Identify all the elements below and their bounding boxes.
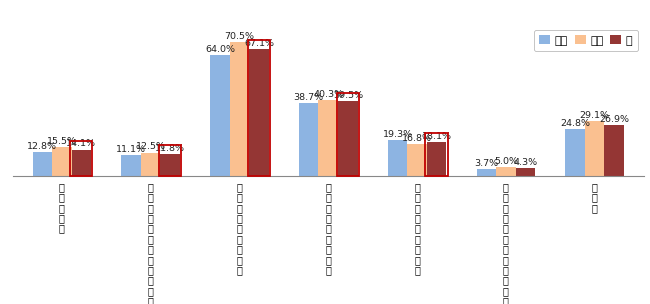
Text: 11.8%: 11.8%	[155, 144, 185, 153]
Text: 26.9%: 26.9%	[599, 115, 629, 124]
Text: 15.5%: 15.5%	[47, 137, 77, 146]
Bar	[141, 153, 161, 176]
Bar	[299, 103, 318, 176]
Bar	[427, 142, 447, 176]
Text: 14.1%: 14.1%	[66, 140, 96, 148]
Text: 12.8%: 12.8%	[27, 142, 57, 151]
Text: 4.3%: 4.3%	[514, 158, 538, 167]
Bar	[476, 169, 496, 176]
Bar	[566, 129, 585, 176]
Bar	[122, 155, 141, 176]
Text: 70.5%: 70.5%	[224, 32, 254, 41]
Bar	[52, 147, 72, 176]
Bar	[229, 42, 249, 176]
Text: 12.5%: 12.5%	[136, 143, 166, 151]
Text: 18.1%: 18.1%	[422, 132, 452, 141]
Bar	[337, 93, 359, 176]
Bar	[318, 100, 338, 176]
Text: 67.1%: 67.1%	[244, 39, 274, 48]
Text: 19.3%: 19.3%	[382, 130, 413, 139]
Bar	[161, 154, 180, 176]
Bar	[248, 40, 270, 176]
Bar	[388, 140, 408, 176]
Text: 39.5%: 39.5%	[333, 91, 363, 100]
Bar	[70, 141, 92, 176]
Text: 16.8%: 16.8%	[402, 134, 432, 143]
Bar	[72, 150, 91, 176]
Bar	[426, 133, 448, 176]
Text: 64.0%: 64.0%	[205, 45, 235, 54]
Bar	[585, 121, 604, 176]
Bar	[515, 168, 535, 176]
Text: 38.7%: 38.7%	[294, 93, 324, 102]
Text: 40.3%: 40.3%	[313, 90, 343, 98]
Bar	[249, 49, 268, 176]
Text: 3.7%: 3.7%	[474, 159, 499, 168]
Bar	[338, 101, 358, 176]
Bar	[32, 152, 52, 176]
Bar	[604, 125, 624, 176]
Bar	[159, 145, 181, 176]
Text: 5.0%: 5.0%	[494, 157, 518, 166]
Text: 24.8%: 24.8%	[560, 119, 590, 128]
Bar	[496, 167, 515, 176]
Text: 29.1%: 29.1%	[580, 111, 610, 120]
Bar	[210, 55, 229, 176]
Bar	[408, 144, 427, 176]
Legend: 男性, 女性, 計: 男性, 女性, 計	[534, 30, 638, 51]
Text: 11.1%: 11.1%	[116, 145, 146, 154]
